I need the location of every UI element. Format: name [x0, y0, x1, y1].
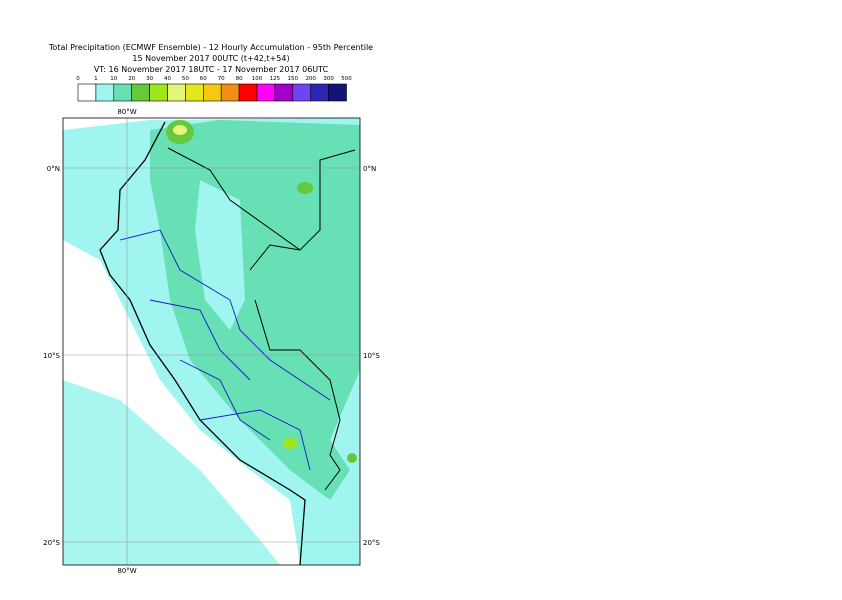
- colorbar-box: [310, 83, 329, 102]
- colorbar-box: [238, 83, 258, 102]
- colorbar-label: 500: [341, 76, 352, 82]
- colorbar-label: 40: [164, 76, 171, 82]
- colorbar-label: 30: [146, 76, 153, 82]
- lat-label: 0°N: [47, 165, 60, 173]
- lat-label: 0°N: [363, 165, 376, 173]
- lat-label: 20°S: [43, 539, 60, 547]
- subtitle: VT: 16 November 2017 18UTC - 17 November…: [94, 65, 329, 74]
- lat-label: 10°S: [43, 352, 60, 360]
- colorbar-label: 150: [288, 76, 299, 82]
- precip-light: [195, 180, 245, 330]
- colorbar-box: [167, 83, 186, 102]
- lat-label: 20°S: [363, 539, 380, 547]
- colorbar-label: 1: [94, 76, 98, 82]
- colorbar-label: 20: [128, 76, 135, 82]
- colorbar-box: [131, 83, 150, 102]
- colorbar-label: 125: [270, 76, 281, 82]
- lat-label: 10°S: [363, 352, 380, 360]
- colorbar-box: [328, 83, 347, 102]
- colorbar-label: 80: [236, 76, 243, 82]
- map-frame: [62, 117, 361, 566]
- colorbar-label: 60: [200, 76, 207, 82]
- colorbar-label: 70: [218, 76, 225, 82]
- colorbar-label: 10: [110, 76, 117, 82]
- colorbar-label: 50: [182, 76, 189, 82]
- colorbar-box: [185, 83, 204, 102]
- colorbar-label: 300: [323, 76, 334, 82]
- precip-light: [63, 380, 280, 565]
- colorbar-box: [113, 83, 133, 102]
- colorbar-label: 0: [76, 76, 80, 82]
- subtitle: 15 November 2017 00UTC (t+42,t+54): [132, 54, 289, 63]
- coastline: [99, 121, 306, 565]
- title: Total Precipitation (ECMWF Ensemble) - 1…: [48, 43, 373, 52]
- colorbar: 0 1 10 20 30 40 50 60 70 80 100 125 150 200 300 500: [76, 76, 352, 102]
- colorbar-box: [203, 83, 222, 102]
- colorbar-box: [95, 83, 115, 102]
- colorbar-box: [256, 83, 276, 102]
- borders: [167, 147, 356, 491]
- colorbar-box: [149, 83, 168, 102]
- colorbar-label: 200: [305, 76, 316, 82]
- colorbar-box: [220, 83, 240, 102]
- colorbar-label: 100: [252, 76, 263, 82]
- colorbar-box: [274, 83, 294, 102]
- colorbar-box: [292, 83, 311, 102]
- lon-label: 80°W: [117, 108, 136, 116]
- colorbar-box: [77, 83, 97, 102]
- regions: [119, 229, 331, 471]
- map: [63, 118, 360, 565]
- lon-label: 80°W: [117, 567, 136, 575]
